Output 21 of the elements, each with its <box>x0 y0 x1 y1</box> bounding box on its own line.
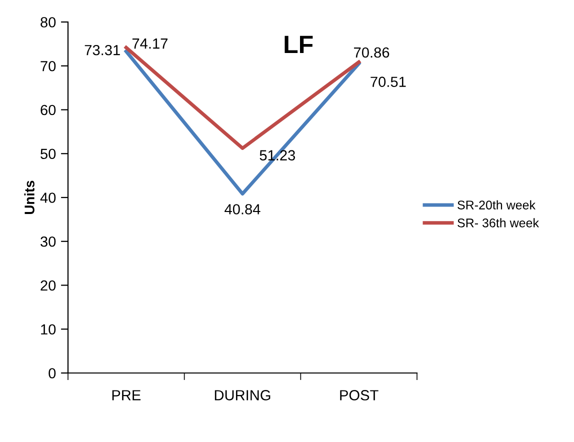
chart-title: LF <box>284 36 313 54</box>
y-tick-label: 30 <box>40 236 56 247</box>
x-tick-label: PRE <box>112 390 141 400</box>
y-tick-label: 70 <box>40 60 56 72</box>
y-tick-label: 60 <box>40 104 56 116</box>
x-tick-label: DURING <box>214 390 270 400</box>
data-label: 40.84 <box>224 204 260 214</box>
legend-label: SR-20th week <box>458 200 536 210</box>
data-label: 74.17 <box>132 38 168 49</box>
legend-label: SR- 36th week <box>458 218 539 228</box>
data-label: 73.31 <box>84 44 120 56</box>
data-label: 70.86 <box>354 47 390 58</box>
data-label: 70.51 <box>370 76 406 87</box>
y-tick-label: 40 <box>40 192 56 203</box>
x-tick-label: POST <box>340 390 378 400</box>
y-tick-label: 0 <box>48 368 56 378</box>
y-tick-label: 20 <box>40 280 56 291</box>
y-tick-label: 80 <box>40 17 56 28</box>
y-tick-label: 10 <box>41 324 56 335</box>
y-axis-title: Units <box>24 180 34 214</box>
y-tick-label: 50 <box>40 148 56 160</box>
